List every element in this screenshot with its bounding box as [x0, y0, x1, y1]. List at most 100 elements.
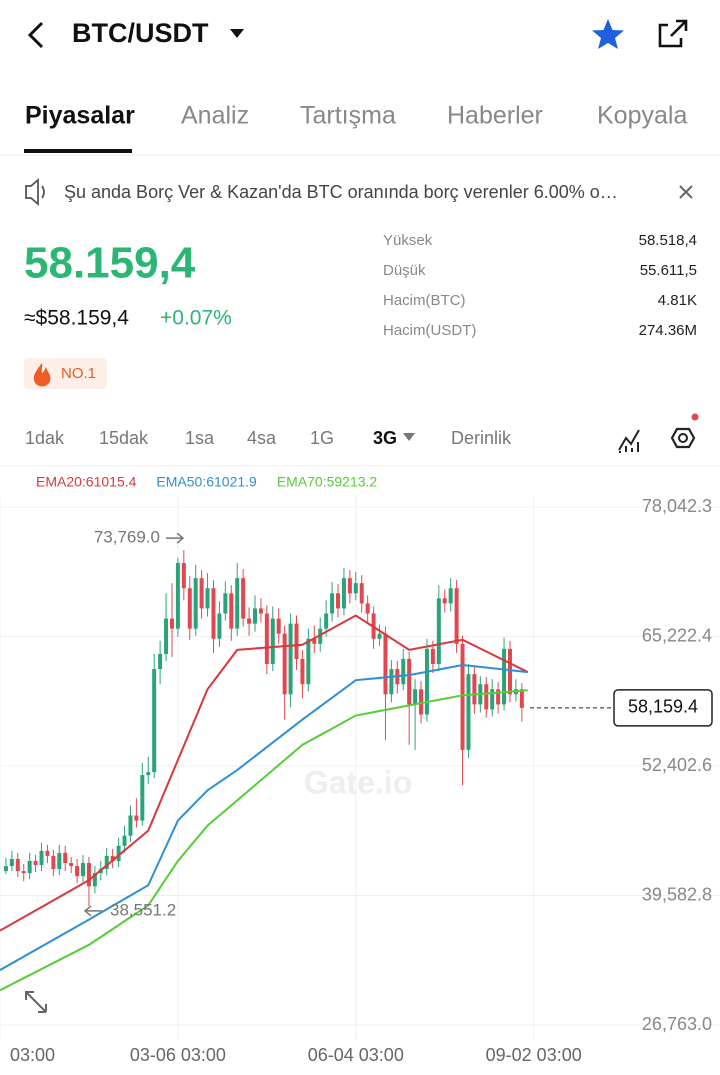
candle-body	[359, 583, 364, 604]
interval[interactable]: 15dak	[99, 428, 149, 448]
candle-body	[442, 598, 447, 604]
settings-icon[interactable]	[670, 427, 696, 449]
interval[interactable]: 1dak	[25, 428, 65, 448]
candle-body	[460, 643, 465, 750]
tab[interactable]: Tartışma	[300, 102, 396, 130]
tab[interactable]: Piyasalar	[25, 102, 135, 130]
candle-body	[336, 593, 341, 609]
share-icon[interactable]	[658, 19, 688, 48]
indicator-icon[interactable]	[618, 429, 640, 451]
interval[interactable]: 1G	[310, 428, 334, 448]
candle-body	[193, 578, 198, 629]
x-tick-label: 03-06 03:00	[130, 1045, 226, 1065]
candle-body	[282, 633, 287, 695]
candle-body	[258, 608, 263, 614]
favorite-icon[interactable]	[592, 19, 624, 49]
candle-body	[223, 593, 228, 614]
close-icon[interactable]	[679, 185, 693, 199]
tab[interactable]: Kopyala	[597, 102, 687, 130]
candle-body	[496, 689, 501, 705]
y-tick-label: 39,582.8	[642, 884, 712, 904]
candle-body	[217, 613, 222, 639]
candle-body	[264, 613, 269, 665]
interval[interactable]: 1sa	[185, 428, 215, 448]
candle-body	[454, 588, 459, 644]
stat-value: 4.81K	[658, 292, 697, 309]
arrow	[166, 532, 185, 544]
candle-body	[430, 648, 435, 665]
candle-body	[33, 860, 38, 866]
candle-body	[241, 578, 246, 619]
candle-body	[152, 669, 157, 773]
candle-body	[407, 658, 412, 705]
tab[interactable]: Analiz	[181, 102, 249, 130]
candle-body	[424, 648, 429, 715]
tab-indicator	[24, 149, 132, 153]
candle-body	[324, 613, 329, 629]
interval[interactable]: 3G	[373, 428, 397, 448]
ema-line	[0, 664, 528, 971]
fullscreen-icon[interactable]	[25, 991, 47, 1013]
candle-body	[169, 618, 174, 629]
indicator-icon-bars	[619, 442, 639, 453]
candle-body	[276, 618, 281, 634]
stat-value: 274.36M	[639, 322, 697, 339]
ema-line	[0, 614, 529, 932]
candle-body	[211, 588, 216, 639]
candle-body	[502, 648, 507, 705]
interval[interactable]: 4sa	[247, 428, 277, 448]
notice-text[interactable]: Şu anda Borç Ver & Kazan'da BTC oranında…	[64, 182, 618, 202]
stat-label: Yüksek	[383, 232, 433, 249]
stat-value: 58.518,4	[639, 232, 697, 249]
last-price-box	[613, 689, 713, 727]
candle-body	[365, 603, 370, 614]
candle-body	[181, 562, 186, 589]
candle-body	[92, 873, 97, 887]
candle-body	[270, 618, 275, 665]
candle-body	[294, 623, 299, 659]
stat-label: Hacim(USDT)	[383, 322, 476, 339]
candle-body	[164, 618, 169, 654]
interval[interactable]: Derinlik	[451, 428, 512, 448]
ema-line	[0, 689, 528, 992]
candle-body	[353, 583, 358, 594]
candle-body	[57, 852, 62, 870]
dropdown-icon[interactable]	[230, 29, 244, 38]
candle-body	[401, 658, 406, 685]
candle-body	[199, 578, 204, 609]
candle-body	[175, 562, 180, 629]
stats: Yüksek 58.518,4 Düşük 55.611,5 Hacim(BTC) 4.8…	[383, 232, 697, 339]
last-price: 58.159,4	[24, 239, 196, 288]
badge-text: NO.1	[61, 365, 96, 382]
stat-label: Hacim(BTC)	[383, 292, 466, 309]
candle-body	[519, 689, 524, 708]
pair-title[interactable]: BTC/USDT	[72, 18, 209, 48]
usd-price: ≈$58.159,4	[24, 307, 129, 330]
candle-body	[252, 608, 257, 624]
candle-body	[288, 623, 293, 695]
back-icon[interactable]	[27, 21, 44, 49]
candle-body	[507, 648, 512, 695]
last-price-label: 58,159.4	[628, 697, 698, 717]
tab[interactable]: Haberler	[447, 102, 543, 130]
candle-body	[490, 689, 495, 710]
candle-body	[75, 866, 80, 877]
candle-body	[377, 633, 382, 639]
low-label: 38,551.2	[110, 900, 176, 919]
candle-body	[436, 598, 441, 665]
arrow	[83, 905, 102, 917]
candle-body	[312, 638, 317, 644]
candle-body	[110, 855, 115, 861]
high-label: 73,769.0	[94, 528, 160, 547]
candle-body	[116, 845, 121, 861]
candle-body	[9, 858, 14, 867]
legend-entry: EMA70:59213.2	[277, 474, 378, 490]
candle-body	[466, 674, 471, 750]
candle-body	[63, 852, 68, 864]
candle-body	[347, 578, 352, 594]
y-tick-label: 52,402.6	[642, 755, 712, 775]
y-tick-label: 78,042.3	[642, 496, 712, 516]
candle-body	[235, 578, 240, 629]
candle-body	[81, 863, 86, 877]
